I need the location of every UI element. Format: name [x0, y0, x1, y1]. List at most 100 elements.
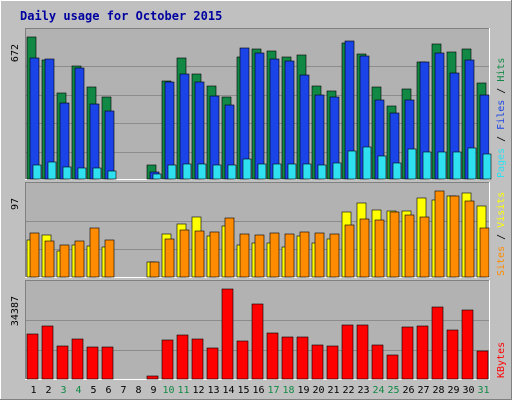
x-axis-labels: 1 2 3 4 5 6 7 8 9 10 11 12 13 14 15 16 17 18 19 20 21 22 23 24 2…: [30, 385, 489, 396]
bar-kbytes-day-1: [26, 333, 39, 380]
bar-pages-day-20: [317, 164, 327, 180]
bar-kbytes-day-31: [476, 350, 489, 380]
bar-kbytes-day-2: [41, 325, 54, 380]
axis-max-label: 97: [10, 198, 21, 210]
bar-kbytes-day-14: [221, 288, 234, 380]
bar-files-day-19: [299, 74, 310, 180]
chart-panels: 672 Pages / Files / Hits 97 Sites / Visits 3…: [10, 28, 507, 380]
x-tick-label: 22: [342, 385, 354, 396]
bar-kbytes-day-4: [71, 338, 84, 380]
bar-kbytes-day-29: [446, 329, 459, 380]
bar-pages-day-22: [347, 150, 357, 180]
bar-pages-day-4: [77, 167, 87, 180]
bar-sites-day-26: [404, 214, 415, 278]
legend-text: Sites / Visits: [496, 192, 507, 276]
bar-kbytes-day-9: [146, 375, 159, 380]
bar-kbytes-day-21: [326, 345, 339, 380]
bar-pages-day-25: [392, 162, 402, 180]
bar-files-day-17: [269, 58, 280, 180]
bar-sites-day-6: [104, 239, 115, 278]
bar-kbytes-day-22: [341, 324, 354, 380]
series-kbytes: [26, 288, 489, 380]
bar-sites-day-1: [29, 232, 40, 278]
bar-sites-day-20: [314, 232, 325, 278]
bar-sites-day-2: [44, 240, 55, 278]
bar-pages-day-11: [182, 163, 192, 180]
bar-sites-day-3: [59, 244, 70, 278]
bar-pages-day-18: [287, 163, 297, 180]
legend-files: Files: [496, 100, 507, 130]
legend-hits: Hits: [496, 58, 507, 82]
x-tick-label: 8: [135, 385, 141, 396]
bar-pages-day-13: [212, 164, 222, 180]
bar-kbytes-day-15: [236, 340, 249, 380]
bar-pages-day-31: [482, 153, 492, 180]
bar-pages-day-12: [197, 163, 207, 180]
bar-pages-day-15: [242, 158, 252, 180]
x-tick-label: 1: [30, 385, 36, 396]
x-tick-label: 29: [447, 385, 459, 396]
bar-sites-day-15: [239, 233, 250, 278]
bar-pages-day-19: [302, 163, 312, 180]
bar-kbytes-day-6: [101, 346, 114, 380]
panel-legend: Pages / Files / Hits: [496, 58, 507, 178]
x-tick-label: 5: [90, 385, 96, 396]
legend-separator: /: [496, 130, 507, 148]
legend-sites: Sites: [496, 246, 507, 276]
bar-kbytes-day-13: [206, 347, 219, 380]
x-tick-label: 12: [192, 385, 204, 396]
bar-sites-day-10: [164, 238, 175, 278]
bar-files-day-11: [179, 73, 190, 180]
x-tick-label: 9: [150, 385, 156, 396]
bar-pages-day-29: [452, 151, 462, 180]
bar-kbytes-day-11: [176, 334, 189, 380]
x-tick-label: 14: [222, 385, 234, 396]
bar-kbytes-day-27: [416, 325, 429, 380]
bar-pages-day-1: [32, 164, 42, 180]
x-tick-label: 18: [282, 385, 294, 396]
bar-sites-day-25: [389, 211, 400, 278]
x-tick-label: 21: [327, 385, 339, 396]
bar-sites-day-11: [179, 229, 190, 278]
legend-separator: /: [496, 228, 507, 246]
x-tick-label: 27: [417, 385, 429, 396]
series-sites: [29, 190, 490, 278]
x-tick-label: 31: [477, 385, 489, 396]
bar-sites-day-24: [374, 219, 385, 278]
bar-pages-day-28: [437, 151, 447, 180]
bar-sites-day-17: [269, 232, 280, 278]
bar-pages-day-26: [407, 148, 417, 180]
legend-pages: Pages: [496, 148, 507, 178]
bar-kbytes-day-19: [296, 336, 309, 380]
bar-kbytes-day-20: [311, 344, 324, 380]
bar-files-day-18: [284, 60, 295, 180]
x-tick-label: 3: [60, 385, 66, 396]
bar-sites-day-19: [299, 231, 310, 278]
bar-pages-day-3: [62, 166, 72, 180]
bar-sites-day-14: [224, 217, 235, 278]
x-tick-label: 19: [297, 385, 309, 396]
bar-sites-day-31: [479, 227, 490, 278]
bar-sites-day-27: [419, 216, 430, 278]
bar-sites-day-9: [149, 261, 160, 278]
bar-kbytes-day-3: [56, 345, 69, 380]
bar-files-day-16: [254, 52, 265, 180]
series-pages: [32, 146, 492, 180]
bar-files-day-4: [74, 67, 85, 180]
bar-kbytes-day-26: [401, 326, 414, 380]
bar-kbytes-day-24: [371, 344, 384, 380]
bar-sites-day-30: [464, 200, 475, 278]
bar-pages-day-5: [92, 167, 102, 180]
x-tick-label: 4: [75, 385, 81, 396]
x-tick-label: 7: [120, 385, 126, 396]
legend-kbytes: KBytes: [496, 342, 507, 378]
x-tick-label: 13: [207, 385, 219, 396]
bar-pages-day-24: [377, 155, 387, 180]
bar-kbytes-day-30: [461, 309, 474, 380]
bar-sites-day-13: [209, 231, 220, 278]
x-tick-label: 11: [177, 385, 189, 396]
bar-kbytes-day-16: [251, 303, 264, 380]
bar-sites-day-23: [359, 218, 370, 278]
bar-files-day-6: [104, 110, 115, 180]
x-tick-label: 15: [237, 385, 249, 396]
